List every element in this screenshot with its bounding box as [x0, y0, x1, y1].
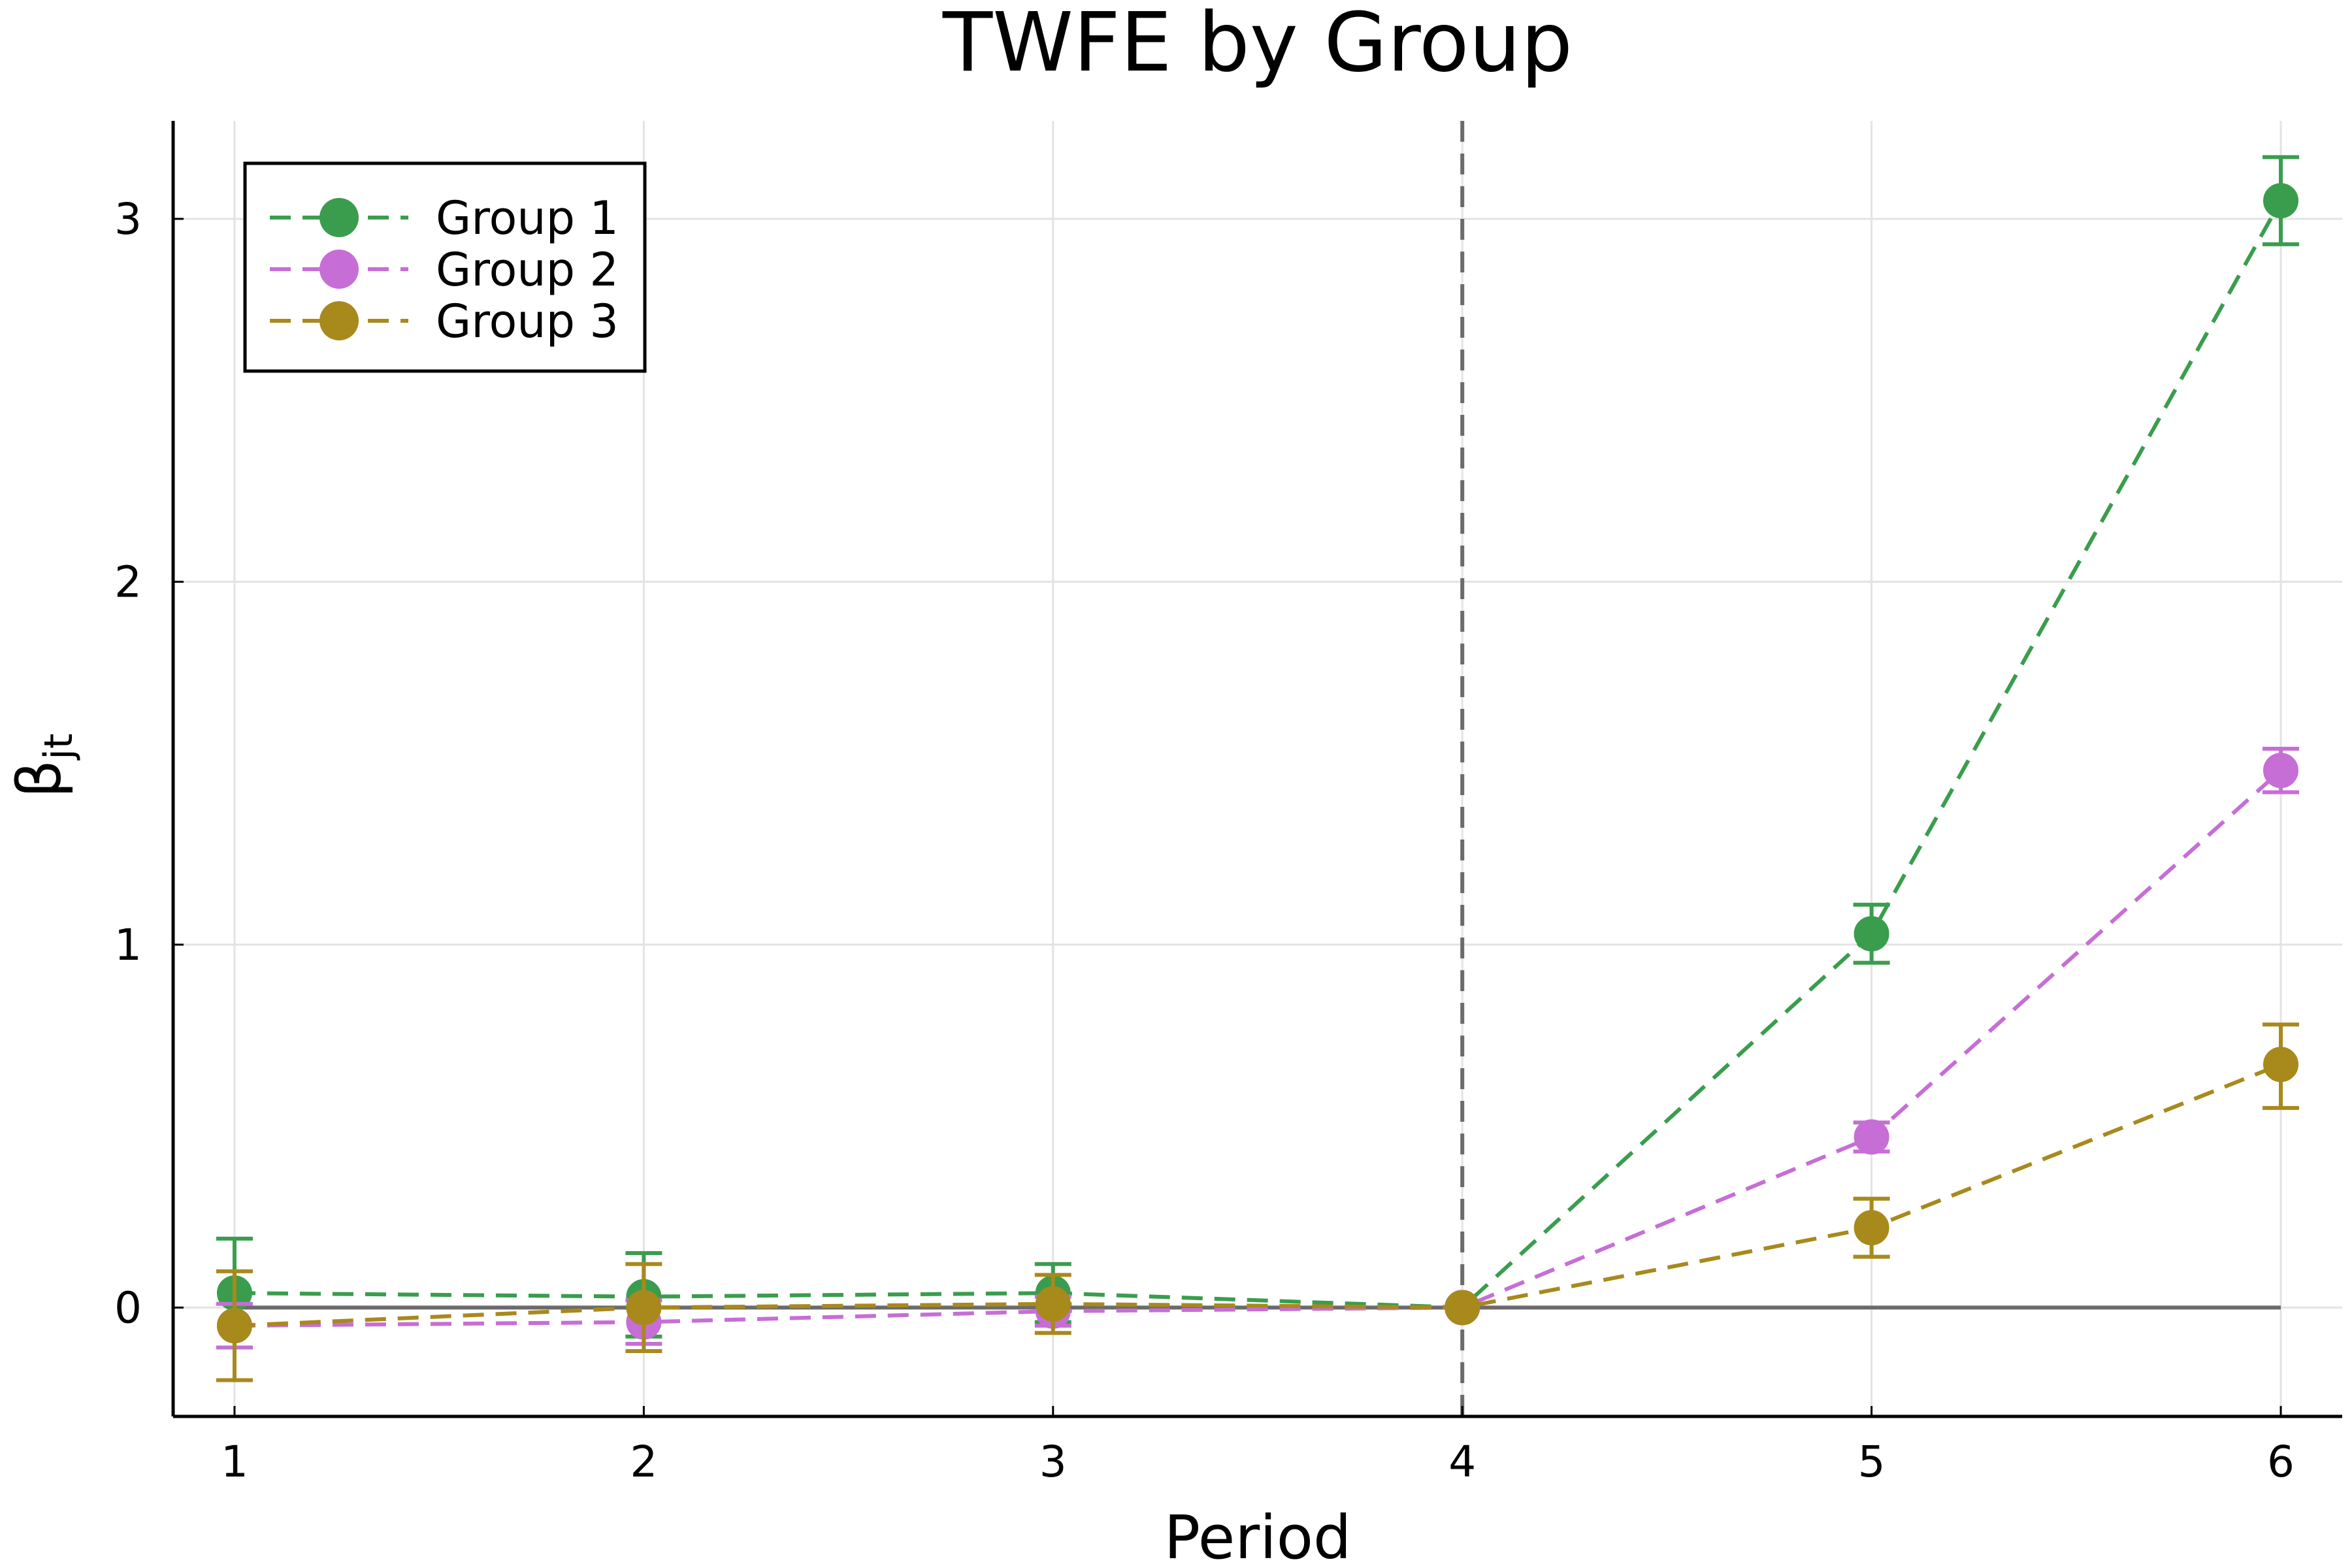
y-tick-label: 2 — [114, 557, 142, 607]
x-tick-label: 6 — [2267, 1437, 2295, 1487]
x-tick-label: 1 — [221, 1437, 248, 1487]
legend-label: Group 2 — [436, 243, 619, 297]
x-tick-label: 2 — [630, 1437, 657, 1487]
y-tick-label: 3 — [114, 194, 142, 244]
x-tick-label: 3 — [1039, 1437, 1067, 1487]
legend-label: Group 1 — [436, 191, 619, 245]
data-point — [1854, 1210, 1889, 1246]
x-axis-label: Period — [1164, 1503, 1352, 1568]
series-line — [234, 199, 2283, 1310]
series-line — [234, 1062, 2282, 1328]
data-point — [216, 1308, 252, 1344]
data-point — [2263, 183, 2299, 219]
x-tick-label: 4 — [1448, 1437, 1476, 1487]
legend-marker — [319, 198, 359, 237]
legend-item-group-2: Group 2 — [270, 243, 619, 297]
series-group-3 — [216, 1022, 2300, 1382]
series-layer — [216, 155, 2300, 1382]
x-tick-label: 5 — [1858, 1437, 1886, 1487]
data-point — [1854, 916, 1889, 952]
data-point — [1035, 1286, 1071, 1322]
data-point — [2263, 1047, 2299, 1083]
axes — [171, 121, 2342, 1418]
data-point — [1854, 1119, 1889, 1155]
legend-marker — [319, 250, 359, 289]
y-axis-label-subscript: jt — [36, 734, 82, 761]
series-line — [234, 769, 2283, 1328]
svg-text:βjt: βjt — [5, 734, 82, 798]
legend-marker — [319, 301, 359, 340]
data-point — [2263, 753, 2299, 789]
y-tick-label: 0 — [114, 1282, 142, 1333]
legend-label: Group 3 — [436, 295, 619, 348]
y-axis-label-main: β — [5, 760, 74, 798]
data-point — [1445, 1290, 1480, 1326]
chart-title: TWFE by Group — [942, 0, 1573, 90]
data-point — [626, 1290, 662, 1326]
tick-labels: 1 2 3 4 5 6 0 1 2 3 — [114, 194, 2295, 1487]
legend-item-group-1: Group 1 — [270, 191, 619, 245]
y-axis-label: βjt — [5, 734, 82, 798]
y-tick-label: 1 — [114, 920, 142, 970]
legend-item-group-3: Group 3 — [270, 295, 619, 348]
